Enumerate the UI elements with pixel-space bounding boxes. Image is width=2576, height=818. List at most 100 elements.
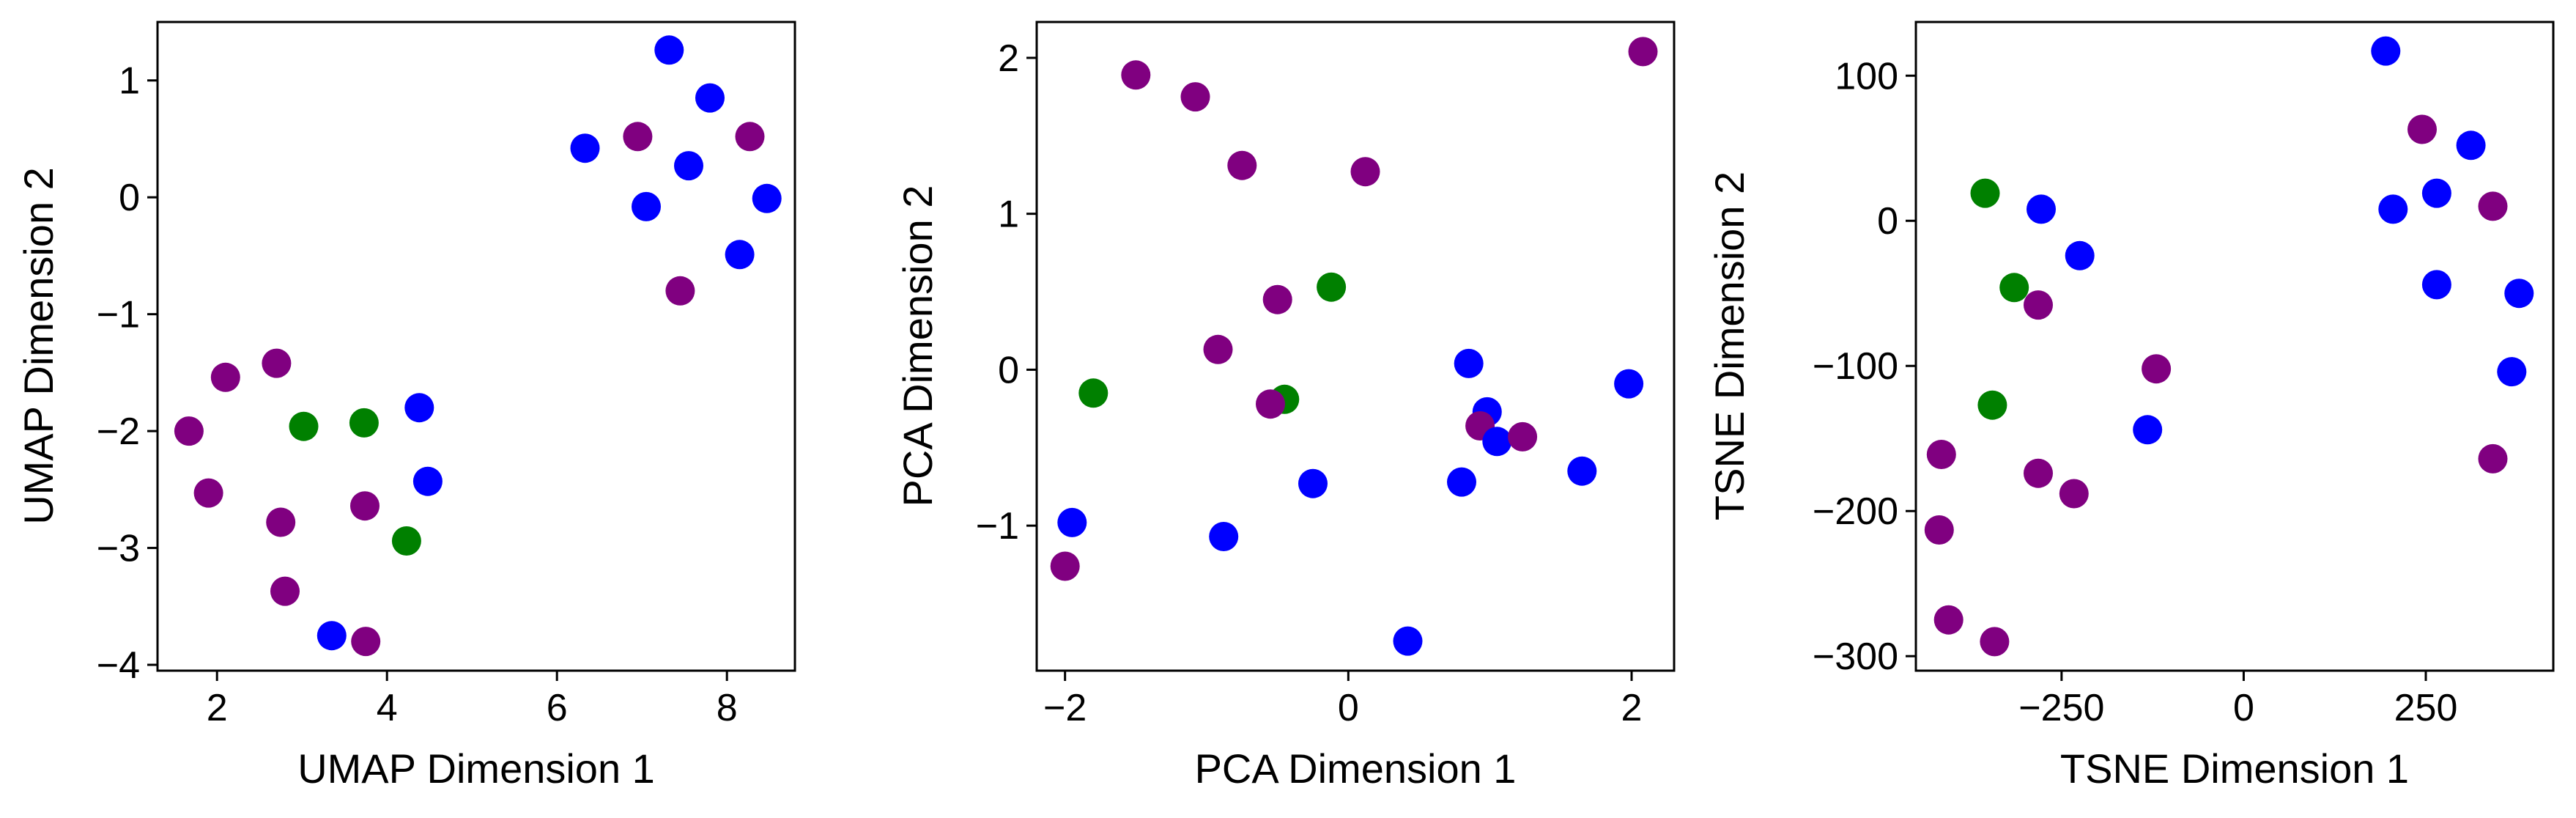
scatter-point bbox=[1926, 440, 1956, 469]
scatter-point bbox=[2027, 194, 2056, 224]
scatter-point bbox=[412, 466, 443, 496]
scatter-point bbox=[1614, 369, 1644, 399]
scatter-point bbox=[2421, 178, 2451, 208]
scatter-point bbox=[210, 362, 240, 392]
scatter-point bbox=[1256, 389, 1285, 419]
scatter-point bbox=[262, 348, 292, 378]
y-tick-label: −3 bbox=[97, 528, 140, 570]
scatter-point bbox=[1050, 551, 1080, 581]
x-axis-label: UMAP Dimension 1 bbox=[297, 745, 655, 792]
scatter-point bbox=[270, 576, 300, 606]
scatter-point bbox=[1933, 605, 1964, 635]
y-tick-label: 1 bbox=[119, 60, 140, 103]
x-ticks: −2 0 2 bbox=[1043, 671, 1642, 729]
y-tick-label: −2 bbox=[97, 410, 140, 453]
x-ticks: −250 0 250 bbox=[2018, 671, 2457, 729]
x-tick-label: 0 bbox=[1338, 687, 1359, 729]
scatter-point bbox=[1977, 390, 2007, 420]
scatter-point bbox=[1057, 507, 1087, 537]
scatter-point bbox=[674, 151, 703, 181]
x-ticks: 2 4 6 8 bbox=[207, 671, 738, 729]
scatter-point bbox=[1298, 468, 1328, 498]
y-tick-label: −1 bbox=[97, 294, 140, 336]
scatter-point bbox=[1970, 178, 2000, 208]
scatter-point bbox=[735, 122, 765, 152]
scatter-point bbox=[1980, 627, 2010, 657]
scatter-point bbox=[404, 393, 434, 423]
scatter-point bbox=[654, 35, 684, 65]
y-tick-label: −300 bbox=[1813, 635, 1898, 678]
panel-pca: −2 0 2 −1 0 1 2 PCA Dimension 1 PCA Dimension… bbox=[895, 21, 1676, 792]
scatter-point bbox=[1121, 60, 1151, 90]
scatter-point bbox=[1350, 157, 1380, 187]
x-tick-label: 2 bbox=[207, 687, 228, 729]
scatter-point bbox=[1180, 82, 1210, 112]
scatter-point bbox=[174, 416, 204, 446]
scatter-point bbox=[317, 621, 347, 651]
axes-frame bbox=[156, 21, 796, 672]
scatter-point bbox=[2371, 36, 2401, 66]
scatter-point bbox=[2142, 354, 2172, 384]
scatter-point bbox=[2478, 191, 2508, 221]
y-tick-label: 0 bbox=[998, 349, 1019, 391]
y-tick-label: 0 bbox=[1877, 200, 1898, 243]
panel-umap: 2 4 6 8 −4 −3 −2 −1 0 1 UMAP Dimension 1 UMAP Di… bbox=[15, 21, 796, 792]
scatter-point bbox=[2133, 415, 2163, 445]
scatter-point bbox=[1203, 334, 1233, 364]
scatter-point bbox=[2378, 194, 2408, 224]
scatter-point bbox=[350, 491, 380, 521]
y-tick-label: 0 bbox=[119, 177, 140, 219]
y-ticks: −300 −200 −100 0 100 bbox=[1813, 55, 1916, 678]
x-tick-label: −2 bbox=[1043, 687, 1087, 729]
x-tick-label: 4 bbox=[377, 687, 398, 729]
scatter-point bbox=[2421, 270, 2451, 300]
scatter-point bbox=[266, 507, 296, 537]
scatter-point bbox=[391, 526, 421, 556]
x-axis-label: TSNE Dimension 1 bbox=[2060, 745, 2409, 792]
y-tick-label: 1 bbox=[998, 194, 1019, 236]
y-axis-label: PCA Dimension 2 bbox=[895, 185, 941, 507]
scatter-point bbox=[1393, 626, 1423, 656]
points-layer bbox=[1924, 36, 2534, 657]
x-tick-label: 2 bbox=[1621, 687, 1643, 729]
scatter-point bbox=[2456, 130, 2486, 161]
scatter-point bbox=[1508, 421, 1538, 452]
scatter-point bbox=[2504, 279, 2534, 309]
y-tick-label: 2 bbox=[998, 37, 1019, 80]
scatter-point bbox=[725, 240, 755, 270]
scatter-point bbox=[2024, 458, 2053, 488]
scatter-point bbox=[193, 478, 223, 508]
scatter-point bbox=[665, 276, 695, 306]
y-ticks: −4 −3 −2 −1 0 1 bbox=[97, 60, 158, 687]
panel-tsne: −250 0 250 −300 −200 −100 0 100 TSNE Dimension… bbox=[1706, 21, 2555, 792]
y-ticks: −1 0 1 2 bbox=[976, 37, 1037, 548]
scatter-point bbox=[2059, 479, 2089, 509]
y-tick-label: −100 bbox=[1813, 345, 1898, 388]
scatter-point bbox=[1209, 522, 1239, 551]
y-axis-label: TSNE Dimension 2 bbox=[1706, 172, 1753, 520]
scatter-point bbox=[1078, 378, 1109, 408]
scatter-point bbox=[2407, 114, 2437, 144]
scatter-point bbox=[1447, 467, 1476, 497]
scatter-point bbox=[632, 191, 661, 221]
x-tick-label: 6 bbox=[547, 687, 568, 729]
scatter-point bbox=[623, 122, 653, 152]
points-layer bbox=[174, 35, 782, 657]
scatter-point bbox=[2065, 240, 2095, 270]
scatter-point bbox=[1227, 150, 1257, 180]
y-axis-label: UMAP Dimension 2 bbox=[15, 167, 62, 525]
scatter-point bbox=[695, 83, 725, 113]
y-tick-label: −200 bbox=[1813, 490, 1898, 533]
scatter-point bbox=[1567, 456, 1597, 486]
x-tick-label: 0 bbox=[2233, 687, 2254, 729]
axes-frame bbox=[1035, 21, 1676, 672]
y-tick-label: −4 bbox=[97, 644, 140, 687]
scatter-point bbox=[1317, 272, 1347, 302]
scatter-point bbox=[1482, 427, 1512, 457]
scatter-point bbox=[351, 627, 381, 657]
y-tick-label: 100 bbox=[1835, 55, 1898, 97]
scatter-point bbox=[1454, 348, 1484, 378]
points-layer bbox=[1050, 37, 1658, 656]
scatter-point bbox=[1924, 515, 1954, 545]
